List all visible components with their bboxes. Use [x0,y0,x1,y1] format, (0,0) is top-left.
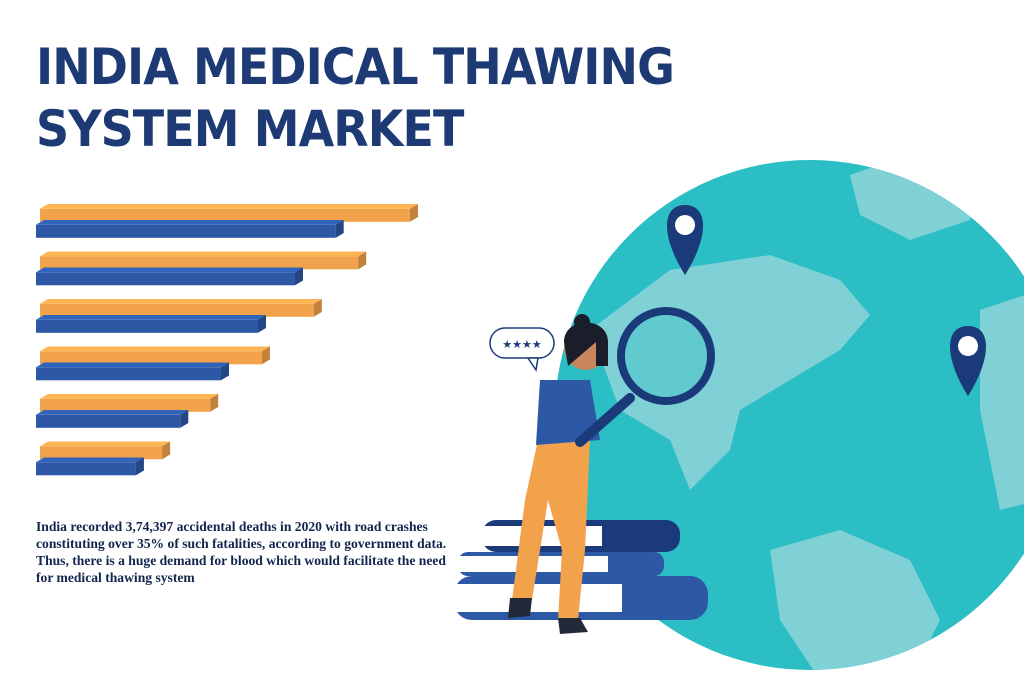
bar-orange-2 [40,251,367,270]
bar-blue-3 [36,315,266,333]
globe-illustration: ★★★★ [454,160,1024,670]
continent-europe-africa [980,290,1024,510]
woman-figure-icon [508,314,608,634]
speech-bubble: ★★★★ [489,327,555,372]
bar-blue-2 [36,267,303,286]
bar-orange-5 [40,394,219,412]
title-line-1: INDIA MEDICAL THAWING [36,38,675,96]
bar-blue-6 [36,457,144,476]
magnifier-icon [575,307,715,447]
bar-blue-5 [36,410,189,428]
page-title: INDIA MEDICAL THAWING SYSTEM MARKET [36,36,675,160]
location-pin-icon [950,326,986,396]
rating-stars: ★★★★ [502,338,542,351]
bar-orange-3 [40,299,322,317]
location-pin-icon [667,205,703,275]
bar-chart [36,204,418,476]
continent-south-america [770,530,940,670]
bar-orange-6 [40,441,171,460]
title-line-2: SYSTEM MARKET [36,100,464,158]
bar-orange-1 [40,204,418,222]
description-text: India recorded 3,74,397 accidental death… [36,519,447,585]
bar-blue-1 [36,220,344,238]
bar-orange-4 [40,346,270,365]
bar-blue-4 [36,362,229,381]
